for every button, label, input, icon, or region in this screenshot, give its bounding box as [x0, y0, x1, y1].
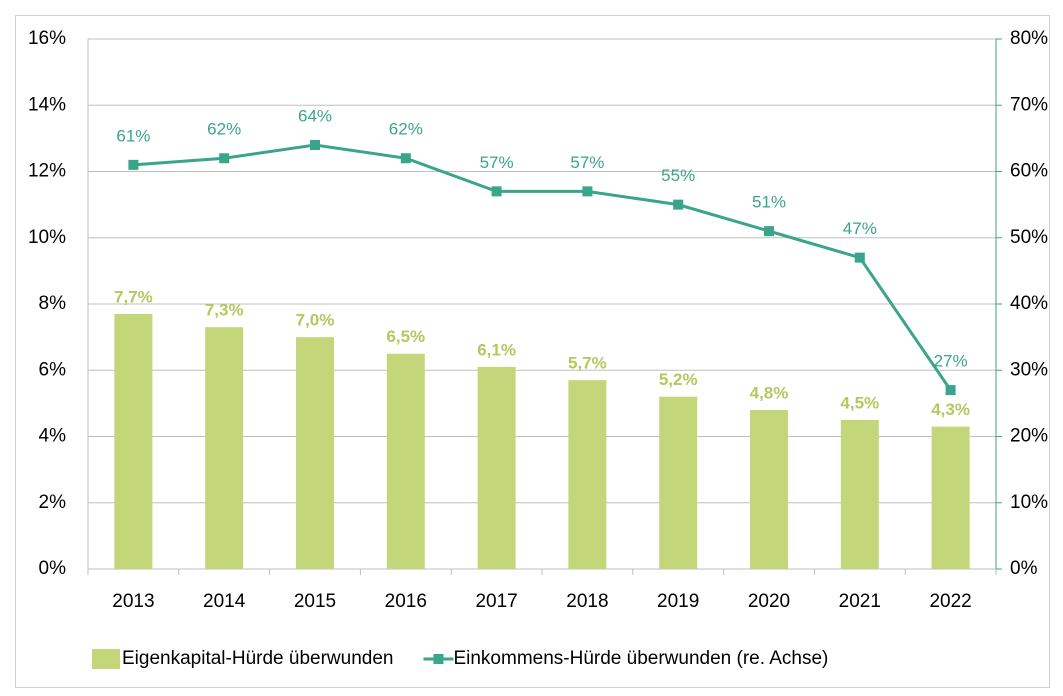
line-label: 64% — [298, 106, 332, 125]
legend-swatch-marker — [433, 654, 444, 664]
bar — [750, 410, 788, 569]
x-tick-label: 2020 — [748, 591, 790, 612]
line-label: 51% — [752, 193, 786, 212]
bar-label: 5,2% — [659, 370, 698, 389]
y-tick-label: 2% — [39, 492, 67, 513]
chart-border — [15, 15, 1050, 688]
line-label: 61% — [116, 126, 150, 145]
bar — [386, 353, 425, 569]
bar-label: 7,7% — [114, 287, 153, 306]
y2-tick-label: 70% — [1010, 94, 1048, 115]
bar-label: 5,7% — [568, 354, 607, 373]
bar — [568, 380, 607, 569]
line-marker — [400, 153, 411, 164]
y-tick-label: 14% — [28, 94, 66, 115]
y-tick-label: 0% — [39, 558, 67, 579]
line-marker — [128, 159, 139, 170]
bar — [931, 426, 970, 569]
y2-tick-label: 10% — [1010, 492, 1048, 513]
x-tick-label: 2017 — [475, 591, 517, 612]
y2-tick-label: 0% — [1010, 558, 1038, 579]
y-tick-label: 8% — [39, 293, 67, 314]
x-tick-label: 2022 — [929, 591, 971, 612]
y2-tick-label: 60% — [1010, 161, 1048, 182]
y-tick-label: 10% — [28, 227, 66, 248]
x-tick-label: 2015 — [294, 591, 336, 612]
legend-label: Eigenkapital-Hürde überwunden — [122, 648, 393, 669]
bar-label: 4,5% — [840, 393, 879, 412]
y-tick-label: 16% — [28, 28, 66, 49]
line-marker — [854, 252, 865, 263]
line-marker — [310, 140, 320, 150]
line-label: 57% — [570, 153, 604, 172]
bar — [114, 313, 153, 569]
bar-label: 4,8% — [750, 383, 789, 402]
bar-label: 7,0% — [296, 311, 335, 330]
line-marker — [219, 153, 230, 164]
bar — [840, 419, 879, 569]
y2-tick-label: 40% — [1010, 293, 1048, 314]
line-label: 47% — [843, 219, 877, 238]
line-marker — [673, 199, 684, 210]
bar — [296, 337, 334, 569]
x-tick-label: 2021 — [839, 591, 881, 612]
x-tick-label: 2019 — [657, 591, 699, 612]
bar — [477, 366, 516, 569]
y-tick-label: 12% — [28, 161, 66, 182]
bar-label: 4,3% — [931, 400, 970, 419]
line-label: 62% — [207, 120, 241, 139]
line-marker — [764, 226, 774, 237]
legend-label: Einkommens-Hürde überwunden (re. Achse) — [453, 648, 828, 669]
y2-tick-label: 50% — [1010, 227, 1048, 248]
y2-tick-label: 30% — [1010, 359, 1048, 380]
bar — [205, 327, 244, 569]
x-tick-label: 2018 — [566, 591, 608, 612]
line-label: 62% — [389, 120, 423, 139]
x-tick-label: 2014 — [203, 591, 246, 612]
bar-label: 6,5% — [386, 327, 425, 346]
x-tick-label: 2016 — [385, 591, 427, 612]
y-tick-label: 6% — [39, 359, 67, 380]
x-tick-label: 2013 — [112, 591, 154, 612]
legend-swatch — [92, 649, 120, 669]
line-label: 27% — [934, 352, 968, 371]
line-label: 57% — [480, 153, 514, 172]
bar — [659, 396, 698, 569]
y2-tick-label: 80% — [1010, 28, 1048, 49]
bar-label: 7,3% — [205, 301, 244, 320]
line — [133, 143, 952, 391]
line-marker — [945, 385, 956, 396]
line-label: 55% — [661, 166, 695, 185]
y-tick-label: 4% — [39, 426, 67, 447]
line-marker — [582, 186, 593, 197]
y2-tick-label: 20% — [1010, 426, 1048, 447]
line-marker — [491, 186, 502, 197]
bar-label: 6,1% — [477, 340, 516, 359]
